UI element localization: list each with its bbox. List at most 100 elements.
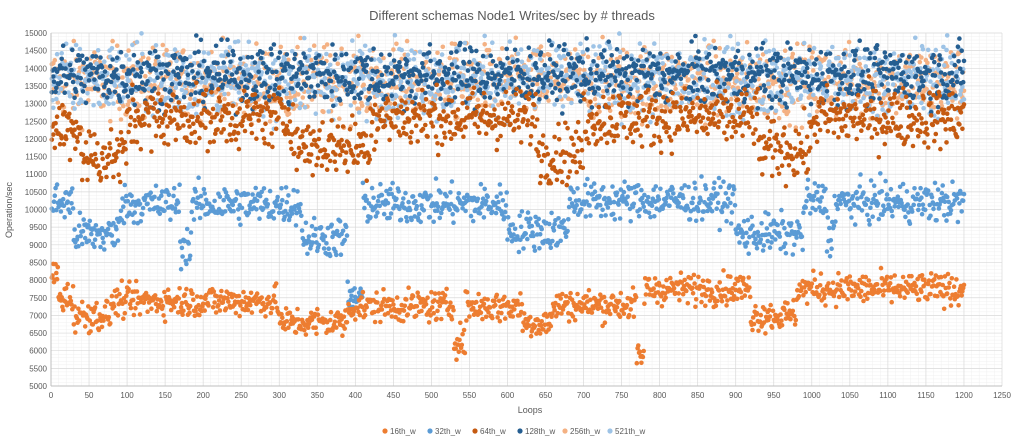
data-point-64th-w [52, 145, 58, 151]
data-point-521th-w [502, 93, 508, 98]
data-point-128th-w [331, 103, 336, 109]
data-point-128th-w [357, 96, 363, 101]
data-point-64th-w [156, 91, 161, 96]
data-point-64th-w [505, 100, 511, 106]
data-point-128th-w [773, 94, 779, 99]
data-point-128th-w [246, 78, 252, 83]
data-point-256th-w [537, 93, 543, 99]
data-point-64th-w [575, 148, 580, 154]
data-point-521th-w [818, 64, 824, 69]
data-point-128th-w [812, 62, 818, 67]
data-point-521th-w [537, 56, 543, 62]
data-point-128th-w [553, 63, 559, 68]
data-point-521th-w [919, 100, 924, 106]
data-point-64th-w [488, 120, 494, 125]
data-point-128th-w [330, 42, 335, 47]
data-point-64th-w [769, 173, 775, 179]
data-point-64th-w [559, 169, 564, 174]
data-point-64th-w [196, 99, 201, 104]
data-point-128th-w [480, 53, 486, 59]
data-point-64th-w [345, 169, 351, 175]
data-point-521th-w [361, 74, 367, 79]
data-point-128th-w [623, 71, 628, 76]
data-point-64th-w [138, 146, 144, 152]
data-point-521th-w [429, 91, 434, 96]
data-point-521th-w [766, 81, 771, 87]
data-point-64th-w [460, 101, 465, 106]
data-point-521th-w [867, 91, 872, 96]
data-point-521th-w [591, 44, 596, 49]
data-point-64th-w [525, 122, 530, 128]
data-point-64th-w [118, 130, 124, 135]
data-point-64th-w [750, 114, 755, 119]
data-point-64th-w [433, 134, 439, 139]
data-point-64th-w [83, 140, 89, 145]
data-point-64th-w [115, 149, 121, 154]
data-point-64th-w [666, 125, 672, 131]
data-point-64th-w [193, 140, 198, 146]
data-point-128th-w [413, 95, 418, 101]
data-point-256th-w [686, 77, 691, 82]
data-point-521th-w [139, 31, 144, 36]
data-point-64th-w [387, 137, 392, 143]
data-point-521th-w [375, 93, 380, 98]
data-point-256th-w [267, 119, 273, 124]
data-point-64th-w [829, 101, 834, 107]
data-point-128th-w [695, 87, 700, 93]
data-point-64th-w [191, 101, 197, 107]
data-point-64th-w [694, 129, 700, 135]
data-point-521th-w [652, 41, 657, 46]
data-point-128th-w [827, 51, 833, 56]
data-point-64th-w [51, 132, 56, 137]
data-point-64th-w [494, 147, 500, 153]
data-point-521th-w [771, 47, 777, 53]
data-point-64th-w [435, 152, 441, 158]
data-point-256th-w [286, 57, 291, 63]
data-point-128th-w [610, 59, 616, 65]
data-point-64th-w [128, 114, 134, 120]
data-point-64th-w [562, 159, 567, 165]
data-point-64th-w [669, 151, 675, 157]
data-point-64th-w [276, 115, 281, 120]
data-point-128th-w [565, 89, 570, 94]
data-point-64th-w [290, 102, 296, 107]
data-point-128th-w [538, 50, 544, 55]
data-point-64th-w [639, 144, 645, 149]
data-point-128th-w [687, 96, 693, 102]
data-point-128th-w [722, 81, 727, 87]
data-point-128th-w [505, 55, 510, 61]
data-point-256th-w [327, 53, 333, 58]
data-point-128th-w [574, 78, 579, 83]
data-point-64th-w [280, 121, 286, 126]
data-point-64th-w [458, 127, 464, 133]
data-point-128th-w [356, 76, 362, 82]
data-point-128th-w [921, 78, 926, 84]
data-point-256th-w [496, 102, 501, 108]
data-point-64th-w [775, 166, 780, 171]
data-point-521th-w [755, 53, 761, 59]
data-point-256th-w [779, 104, 785, 109]
data-point-64th-w [455, 107, 461, 112]
data-point-64th-w [909, 127, 914, 133]
data-point-128th-w [448, 85, 453, 90]
data-point-521th-w [359, 51, 365, 56]
data-point-64th-w [296, 145, 302, 151]
data-point-64th-w [353, 121, 358, 127]
data-point-521th-w [91, 102, 96, 108]
data-point-64th-w [278, 96, 284, 102]
data-point-64th-w [840, 116, 846, 122]
data-point-128th-w [541, 81, 547, 87]
data-point-521th-w [508, 95, 513, 101]
data-point-128th-w [697, 76, 703, 81]
data-point-128th-w [592, 89, 598, 95]
data-point-128th-w [118, 49, 124, 55]
data-point-128th-w [515, 58, 520, 63]
data-point-64th-w [260, 127, 265, 133]
data-point-521th-w [757, 60, 762, 65]
data-point-521th-w [841, 92, 847, 97]
data-point-64th-w [567, 169, 573, 174]
data-point-64th-w [664, 129, 669, 135]
data-point-256th-w [744, 39, 750, 45]
data-point-64th-w [221, 127, 226, 132]
data-point-64th-w [230, 103, 236, 108]
